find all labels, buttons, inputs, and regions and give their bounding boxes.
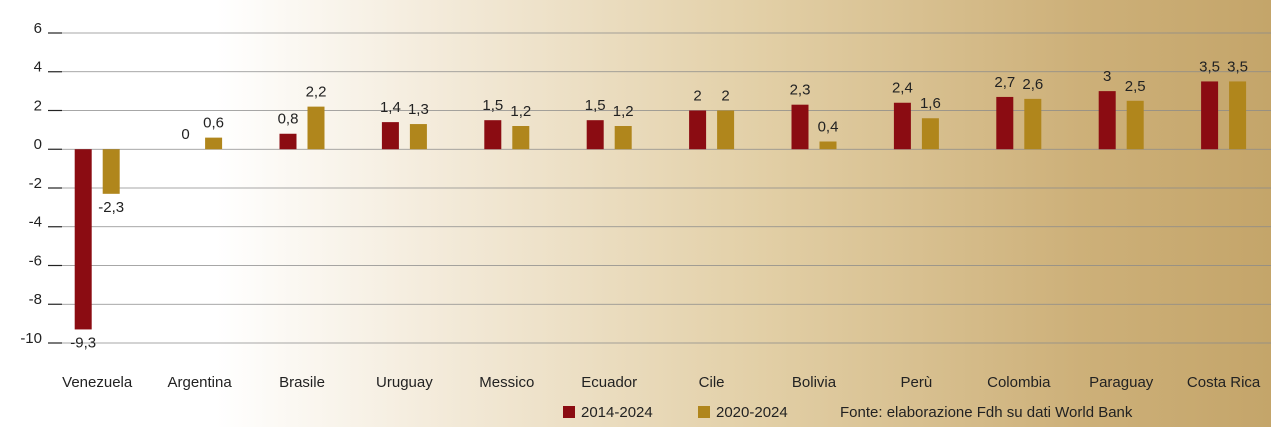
value-label: 2,3 xyxy=(790,82,811,99)
x-tick-label: Messico xyxy=(479,374,534,391)
bar xyxy=(484,120,501,149)
bar xyxy=(894,103,911,150)
value-label: 1,2 xyxy=(510,103,531,120)
chart: Fonte: elaborazione Fdh su dati World Ba… xyxy=(0,0,1271,427)
x-tick-label: Venezuela xyxy=(62,374,133,391)
bar xyxy=(922,118,939,149)
value-label: 2,2 xyxy=(306,84,327,101)
y-tick-label: -2 xyxy=(29,175,42,192)
y-tick-label: -4 xyxy=(29,214,42,231)
bar xyxy=(103,149,120,194)
bar xyxy=(1201,81,1218,149)
value-label: 2 xyxy=(693,87,701,104)
bar xyxy=(1024,99,1041,149)
value-label: 2,5 xyxy=(1125,78,1146,95)
x-tick-label: Bolivia xyxy=(792,374,837,391)
bar xyxy=(792,105,809,150)
x-tick-label: Brasile xyxy=(279,374,325,391)
bar xyxy=(689,111,706,150)
value-label: 0,8 xyxy=(278,111,299,128)
bar xyxy=(820,142,837,150)
value-label: 3,5 xyxy=(1227,58,1248,75)
y-tick-label: -8 xyxy=(29,291,42,308)
bar xyxy=(1229,81,1246,149)
value-label: 3 xyxy=(1103,68,1111,85)
bar xyxy=(205,138,222,150)
bar xyxy=(512,126,529,149)
y-tick-label: 4 xyxy=(34,59,42,76)
x-tick-label: Paraguay xyxy=(1089,374,1154,391)
bar xyxy=(280,134,297,150)
value-label: 3,5 xyxy=(1199,58,1220,75)
legend-swatch xyxy=(563,406,575,418)
bar xyxy=(587,120,604,149)
value-label: 2,6 xyxy=(1022,76,1043,93)
y-tick-label: 2 xyxy=(34,97,42,114)
x-tick-label: Argentina xyxy=(167,374,232,391)
value-label: 1,6 xyxy=(920,95,941,112)
bar xyxy=(1099,91,1116,149)
y-tick-label: 0 xyxy=(34,136,42,153)
bar xyxy=(75,149,92,329)
x-tick-label: Cile xyxy=(699,374,725,391)
value-label: 1,3 xyxy=(408,101,429,118)
value-label: 0,4 xyxy=(818,118,839,135)
legend-swatch xyxy=(698,406,710,418)
y-tick-label: -10 xyxy=(20,330,42,347)
value-label: 1,4 xyxy=(380,99,401,116)
x-tick-label: Ecuador xyxy=(581,374,637,391)
value-label: -9,3 xyxy=(70,334,96,351)
value-label: 0,6 xyxy=(203,115,224,132)
y-tick-label: 6 xyxy=(34,20,42,37)
bar xyxy=(996,97,1013,149)
value-label: 1,2 xyxy=(613,103,634,120)
value-label: 2,7 xyxy=(994,74,1015,91)
bar xyxy=(615,126,632,149)
x-tick-label: Costa Rica xyxy=(1187,374,1261,391)
bar xyxy=(1127,101,1144,149)
y-tick-label: -6 xyxy=(29,252,42,269)
x-tick-label: Uruguay xyxy=(376,374,433,391)
bar xyxy=(717,111,734,150)
bar xyxy=(410,124,427,149)
value-label: 0 xyxy=(181,126,189,143)
bar xyxy=(382,122,399,149)
value-label: 2,4 xyxy=(892,80,913,97)
value-label: 1,5 xyxy=(585,97,606,114)
legend-label: 2020-2024 xyxy=(716,404,788,421)
value-label: -2,3 xyxy=(98,199,124,216)
bar xyxy=(308,107,325,150)
x-tick-label: Colombia xyxy=(987,374,1051,391)
value-label: 2 xyxy=(721,87,729,104)
legend-label: 2014-2024 xyxy=(581,404,653,421)
x-tick-label: Perù xyxy=(901,374,933,391)
value-label: 1,5 xyxy=(482,97,503,114)
page: Fonte: elaborazione Fdh su dati World Ba… xyxy=(0,0,1271,427)
source-note: Fonte: elaborazione Fdh su dati World Ba… xyxy=(840,404,1133,421)
